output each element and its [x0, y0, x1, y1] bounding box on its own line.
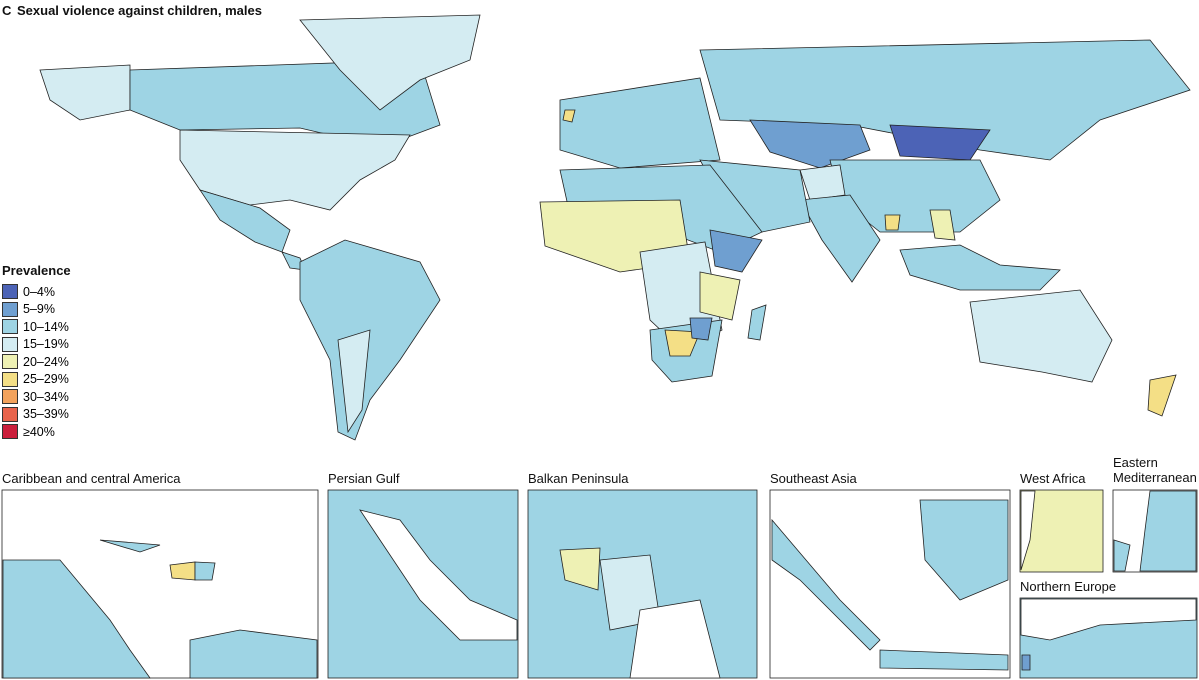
legend-swatch: [2, 336, 18, 352]
legend-label: 30–34%: [23, 389, 69, 404]
legend-item: ≥40%: [2, 423, 69, 441]
legend-item: 15–19%: [2, 336, 69, 354]
legend-label: 10–14%: [23, 319, 69, 334]
legend-swatch: [2, 424, 18, 440]
inset-title: Caribbean and central America: [2, 471, 181, 486]
legend: 0–4% 5–9% 10–14% 15–19% 20–24% 25–29% 30–34% 35…: [2, 283, 69, 441]
legend-swatch: [2, 301, 18, 317]
legend-item: 10–14%: [2, 318, 69, 336]
inset-title: Southeast Asia: [770, 471, 857, 486]
legend-item: 20–24%: [2, 353, 69, 371]
legend-item: 30–34%: [2, 388, 69, 406]
world-map: [39, 14, 1191, 441]
legend-item: 0–4%: [2, 283, 69, 301]
legend-label: 35–39%: [23, 407, 69, 422]
inset-title: West Africa: [1020, 471, 1086, 486]
legend-label: 20–24%: [23, 354, 69, 369]
legend-item: 35–39%: [2, 406, 69, 424]
inset-title: Eastern Mediterranean: [1113, 455, 1197, 485]
legend-label: 15–19%: [23, 337, 69, 352]
legend-swatch: [2, 319, 18, 335]
inset-maps: [1, 489, 1198, 679]
legend-label: ≥40%: [23, 424, 55, 439]
inset-title: Balkan Peninsula: [528, 471, 629, 486]
legend-swatch: [2, 371, 18, 387]
legend-title: Prevalence: [2, 263, 71, 278]
legend-label: 5–9%: [23, 302, 55, 317]
legend-swatch: [2, 284, 18, 300]
legend-label: 0–4%: [23, 284, 55, 299]
inset-title: Persian Gulf: [328, 471, 400, 486]
legend-label: 25–29%: [23, 372, 69, 387]
legend-item: 5–9%: [2, 301, 69, 319]
legend-item: 25–29%: [2, 371, 69, 389]
title: Sexual violence against children, males: [17, 3, 262, 18]
panel-label: C: [2, 3, 12, 18]
legend-swatch: [2, 406, 18, 422]
legend-swatch: [2, 354, 18, 370]
inset-title: Northern Europe: [1020, 579, 1117, 594]
legend-swatch: [2, 389, 18, 405]
